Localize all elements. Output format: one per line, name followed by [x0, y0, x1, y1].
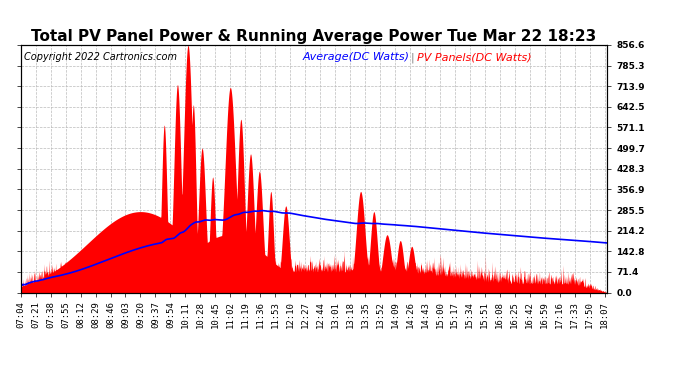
Text: |: | — [411, 53, 415, 63]
Text: PV Panels(DC Watts): PV Panels(DC Watts) — [417, 53, 531, 62]
Title: Total PV Panel Power & Running Average Power Tue Mar 22 18:23: Total PV Panel Power & Running Average P… — [31, 29, 597, 44]
Text: Average(DC Watts): Average(DC Watts) — [302, 53, 409, 62]
Text: Copyright 2022 Cartronics.com: Copyright 2022 Cartronics.com — [23, 53, 177, 62]
